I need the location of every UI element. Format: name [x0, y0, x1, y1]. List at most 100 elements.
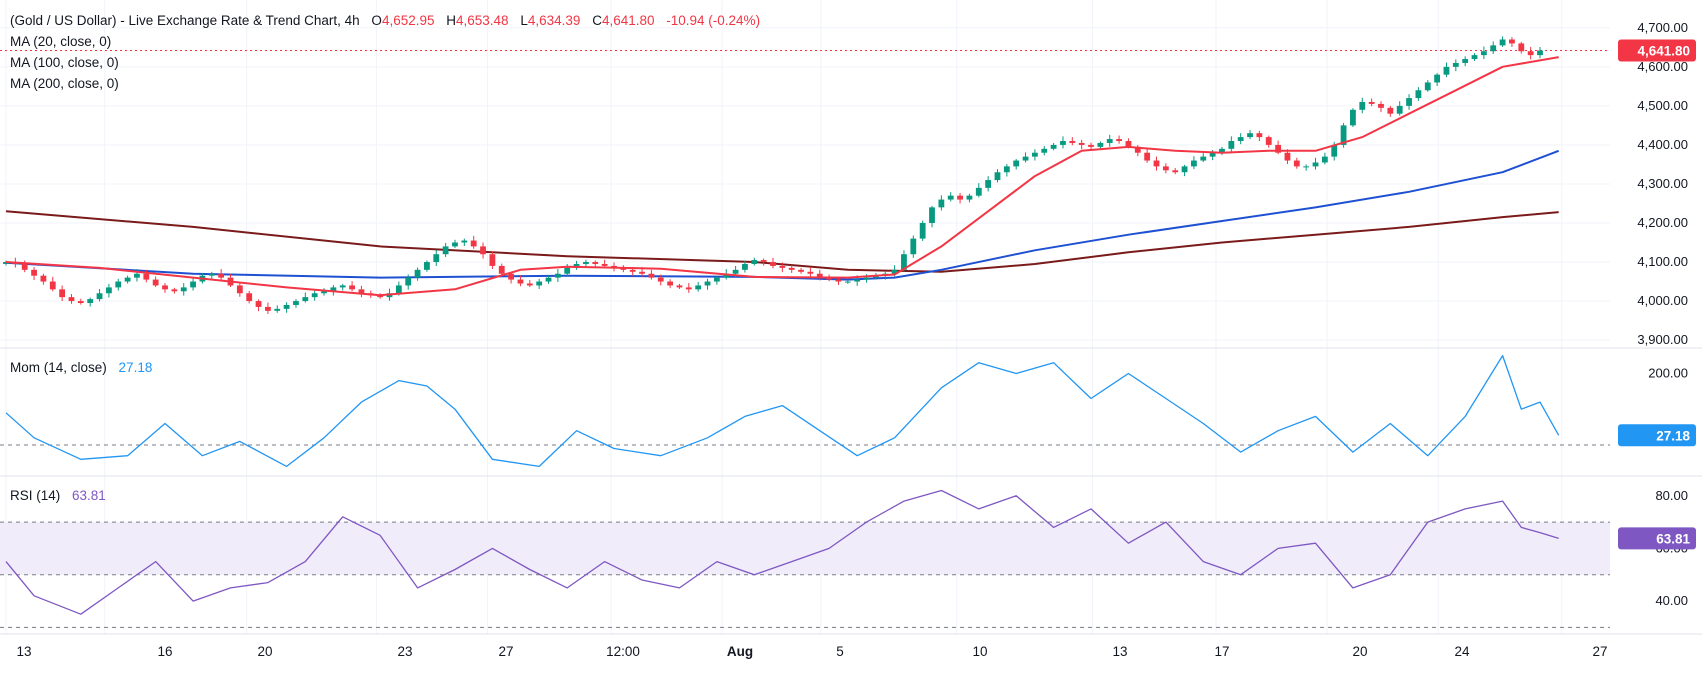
candle-body[interactable] — [723, 273, 730, 278]
candle-body[interactable] — [1022, 156, 1029, 161]
candle-body[interactable] — [938, 199, 945, 208]
candle-body[interactable] — [1078, 142, 1085, 145]
candle-body[interactable] — [985, 180, 992, 188]
candle-body[interactable] — [1471, 55, 1478, 60]
candle-body[interactable] — [592, 262, 599, 264]
candle-body[interactable] — [779, 265, 786, 268]
candle-body[interactable] — [283, 304, 290, 309]
candle-body[interactable] — [1013, 160, 1020, 167]
candle-body[interactable] — [1527, 51, 1534, 56]
candle-body[interactable] — [480, 246, 486, 255]
candle-body[interactable] — [1134, 146, 1141, 153]
candle-body[interactable] — [349, 285, 355, 290]
candle-body[interactable] — [816, 273, 823, 278]
candle-body[interactable] — [1303, 166, 1310, 168]
candle-body[interactable] — [1228, 141, 1235, 149]
candle-body[interactable] — [667, 281, 674, 286]
candle-body[interactable] — [891, 269, 898, 274]
candle-body[interactable] — [901, 254, 907, 270]
candle-body[interactable] — [1032, 152, 1038, 157]
candle-body[interactable] — [648, 273, 655, 278]
candle-body[interactable] — [854, 279, 861, 282]
candle-body[interactable] — [162, 285, 168, 290]
candle-body[interactable] — [1116, 139, 1122, 142]
candle-body[interactable] — [433, 254, 440, 263]
candle-body[interactable] — [732, 269, 739, 274]
candle-body[interactable] — [424, 262, 430, 270]
candle-body[interactable] — [1256, 133, 1263, 138]
candle-body[interactable] — [517, 279, 524, 284]
candle-body[interactable] — [1162, 166, 1169, 171]
candle-body[interactable] — [807, 271, 814, 274]
mom-legend[interactable]: Mom (14, close) 27.18 — [10, 360, 152, 375]
candle-body[interactable] — [1434, 74, 1441, 83]
candle-body[interactable] — [554, 273, 561, 278]
candle-body[interactable] — [1106, 139, 1113, 143]
candle-body[interactable] — [760, 260, 767, 263]
candle-body[interactable] — [180, 287, 187, 292]
candle-body[interactable] — [395, 285, 402, 294]
candle-body[interactable] — [40, 275, 47, 282]
candle-body[interactable] — [1387, 107, 1394, 114]
candle-body[interactable] — [49, 281, 56, 290]
candle-body[interactable] — [639, 271, 645, 274]
candle-body[interactable] — [1153, 160, 1160, 167]
candle-body[interactable] — [695, 285, 702, 290]
candle-body[interactable] — [1443, 66, 1450, 75]
candle-body[interactable] — [489, 254, 496, 266]
candle-body[interactable] — [657, 277, 664, 282]
candle-body[interactable] — [87, 299, 94, 304]
candle-body[interactable] — [1509, 39, 1515, 44]
candle-body[interactable] — [1275, 144, 1281, 153]
candle-body[interactable] — [1518, 43, 1525, 52]
candle-body[interactable] — [1424, 82, 1431, 91]
candle-body[interactable] — [59, 289, 66, 298]
candle-body[interactable] — [1396, 105, 1403, 114]
candle-body[interactable] — [1144, 152, 1151, 161]
candle-body[interactable] — [1041, 148, 1048, 153]
candle-body[interactable] — [1359, 101, 1366, 110]
candle-body[interactable] — [461, 240, 468, 243]
candle-body[interactable] — [134, 273, 140, 278]
candle-body[interactable] — [414, 269, 421, 278]
candle-body[interactable] — [255, 301, 262, 307]
candle-body[interactable] — [536, 281, 543, 286]
candle-body[interactable] — [1219, 148, 1225, 153]
candle-body[interactable] — [835, 279, 842, 282]
candle-body[interactable] — [442, 246, 449, 255]
candle-body[interactable] — [498, 265, 505, 274]
candle-body[interactable] — [31, 269, 37, 276]
candle-body[interactable] — [929, 207, 935, 223]
candle-body[interactable] — [236, 285, 243, 294]
candle-body[interactable] — [1490, 45, 1497, 52]
candle-body[interactable] — [685, 287, 692, 290]
candle-body[interactable] — [788, 267, 795, 270]
candle-body[interactable] — [1265, 137, 1272, 145]
candle-body[interactable] — [1200, 156, 1207, 161]
candle-body[interactable] — [1368, 101, 1375, 104]
candle-body[interactable] — [508, 273, 514, 280]
candle-body[interactable] — [1069, 141, 1076, 143]
candle-body[interactable] — [601, 263, 608, 266]
candle-body[interactable] — [1060, 141, 1066, 145]
candle-body[interactable] — [96, 293, 103, 300]
candle-body[interactable] — [405, 277, 412, 286]
candle-body[interactable] — [910, 238, 917, 255]
candle-body[interactable] — [1537, 50, 1543, 56]
candle-body[interactable] — [302, 297, 309, 302]
candle-body[interactable] — [1088, 144, 1094, 147]
candle-body[interactable] — [311, 293, 318, 298]
candle-body[interactable] — [826, 277, 833, 280]
candle-body[interactable] — [545, 277, 552, 282]
candle-body[interactable] — [1050, 144, 1057, 149]
candle-body[interactable] — [218, 273, 225, 278]
candle-body[interactable] — [676, 285, 683, 288]
candle-body[interactable] — [21, 263, 28, 270]
candle-body[interactable] — [358, 289, 365, 294]
candle-body[interactable] — [274, 308, 281, 311]
candle-body[interactable] — [124, 277, 131, 282]
candle-body[interactable] — [143, 273, 150, 280]
candle-body[interactable] — [966, 195, 973, 200]
candle-body[interactable] — [190, 281, 196, 288]
candle-body[interactable] — [77, 301, 84, 304]
